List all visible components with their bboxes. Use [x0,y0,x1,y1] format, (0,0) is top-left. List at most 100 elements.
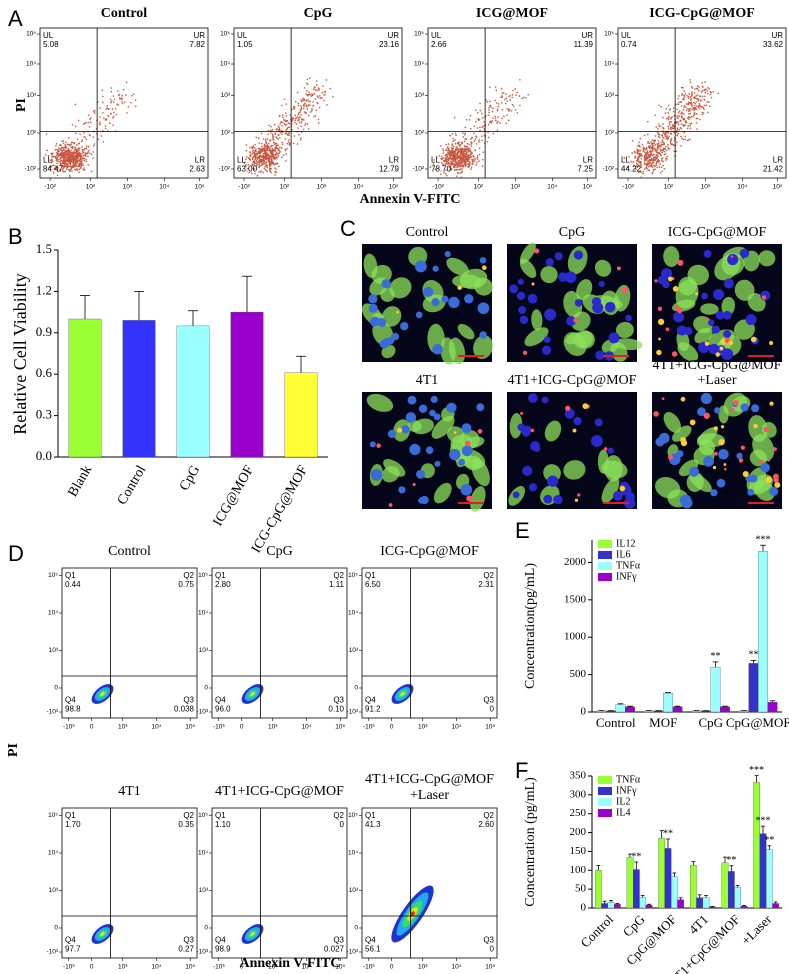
plot-title: Control [101,6,148,21]
significance: *** [756,815,771,826]
y-tick-label: 1000 [564,631,587,643]
cell [519,242,536,264]
y-tick-label: -10³ [346,949,358,956]
quadrant-name: Q1 [215,811,226,820]
particle [661,397,665,400]
y-tick-label: 10³ [221,92,231,99]
nucleus [523,425,532,434]
x-tick-label: Control [596,715,636,730]
cell [663,246,680,267]
y-tick-label: 100 [570,864,587,876]
quadrant-name: LR [195,156,205,165]
bar [710,666,721,713]
nucleus [431,298,440,307]
y-tick-label: -10² [412,166,424,173]
particle [396,427,403,433]
bar [671,876,678,909]
panel-label: C [340,216,356,241]
cell [457,323,475,340]
particle [713,426,719,431]
plot-frame [361,807,498,959]
quadrant-name: UL [43,31,54,40]
y-tick-label: 150 [570,845,587,857]
nucleus [564,271,577,283]
image-title: 4T1+ICG-CpG@MOF [508,373,637,388]
bar [645,904,653,909]
quadrant-name: Q3 [183,936,194,945]
particle [466,495,473,502]
nucleus [541,396,549,404]
x-tick-label: 10³ [418,964,428,971]
significance: ** [726,855,736,866]
nucleus [398,486,406,494]
plot-title: 4T1+ICG-CpG@MOF [365,772,494,787]
x-tick-label: -10³ [363,964,375,971]
significance: ** [663,828,673,839]
y-tick-label: 10⁴ [198,610,208,617]
nucleus [528,483,538,492]
nucleus [676,325,687,336]
quadrant-value: 56.1 [365,944,381,953]
significance: *** [749,765,764,776]
quadrant-value: 11.39 [574,40,594,49]
x-tick-label: 10³ [701,184,711,191]
quadrant-name: Q2 [333,571,344,580]
nucleus [517,423,526,432]
nucleus [721,348,734,361]
particle [714,451,718,456]
nucleus [368,294,378,304]
y-tick-label: 10³ [27,92,37,99]
bar [758,551,768,713]
quadrant-value: 44.22 [621,164,642,173]
x-tick-label: Control [115,463,149,508]
micrograph [507,392,637,509]
cell [431,415,455,439]
quadrant-name: UR [581,31,593,40]
x-tick-label: 10² [86,184,96,191]
particle [704,341,710,346]
plot-frame [617,27,787,179]
cell [718,405,729,424]
nucleus [425,446,434,454]
x-tick-label: 10⁵ [185,724,195,731]
nucleus [543,336,551,344]
particle [653,411,659,417]
x-tick-label: -10³ [213,964,225,971]
quadrant-value: 0.74 [621,40,637,49]
particle [720,425,725,429]
nucleus [448,296,460,309]
bar [230,311,264,458]
legend-label: IL6 [616,549,630,560]
particle [724,467,727,471]
quadrant-name: Q1 [365,811,376,820]
x-tick-label: 10⁵ [773,184,783,191]
cell [576,279,593,301]
quadrant-value: 2.60 [478,820,494,829]
x-tick-label: 10³ [268,964,278,971]
particle [689,419,696,426]
bar [633,869,640,909]
quadrant-name: LL [431,156,440,165]
quadrant-value: 7.82 [189,40,205,49]
quadrant-value: 97.7 [65,944,81,953]
nucleus [518,306,527,314]
contour [400,692,405,696]
particle [677,309,682,314]
y-tick-label: 0.3 [36,407,52,422]
particle [773,447,777,451]
nucleus [625,314,632,322]
legend-label: IL4 [616,807,630,818]
nucleus [723,278,734,289]
bar [709,906,716,909]
particle [671,351,678,357]
y-tick-label: 10⁴ [604,61,614,68]
bar [672,706,683,713]
cell [519,258,537,278]
y-tick-label: 500 [570,668,587,680]
particle [695,292,699,296]
y-tick-label: 1500 [564,593,587,605]
nucleus [434,460,441,467]
legend-label: TNFα [616,560,641,571]
cell [509,413,523,439]
